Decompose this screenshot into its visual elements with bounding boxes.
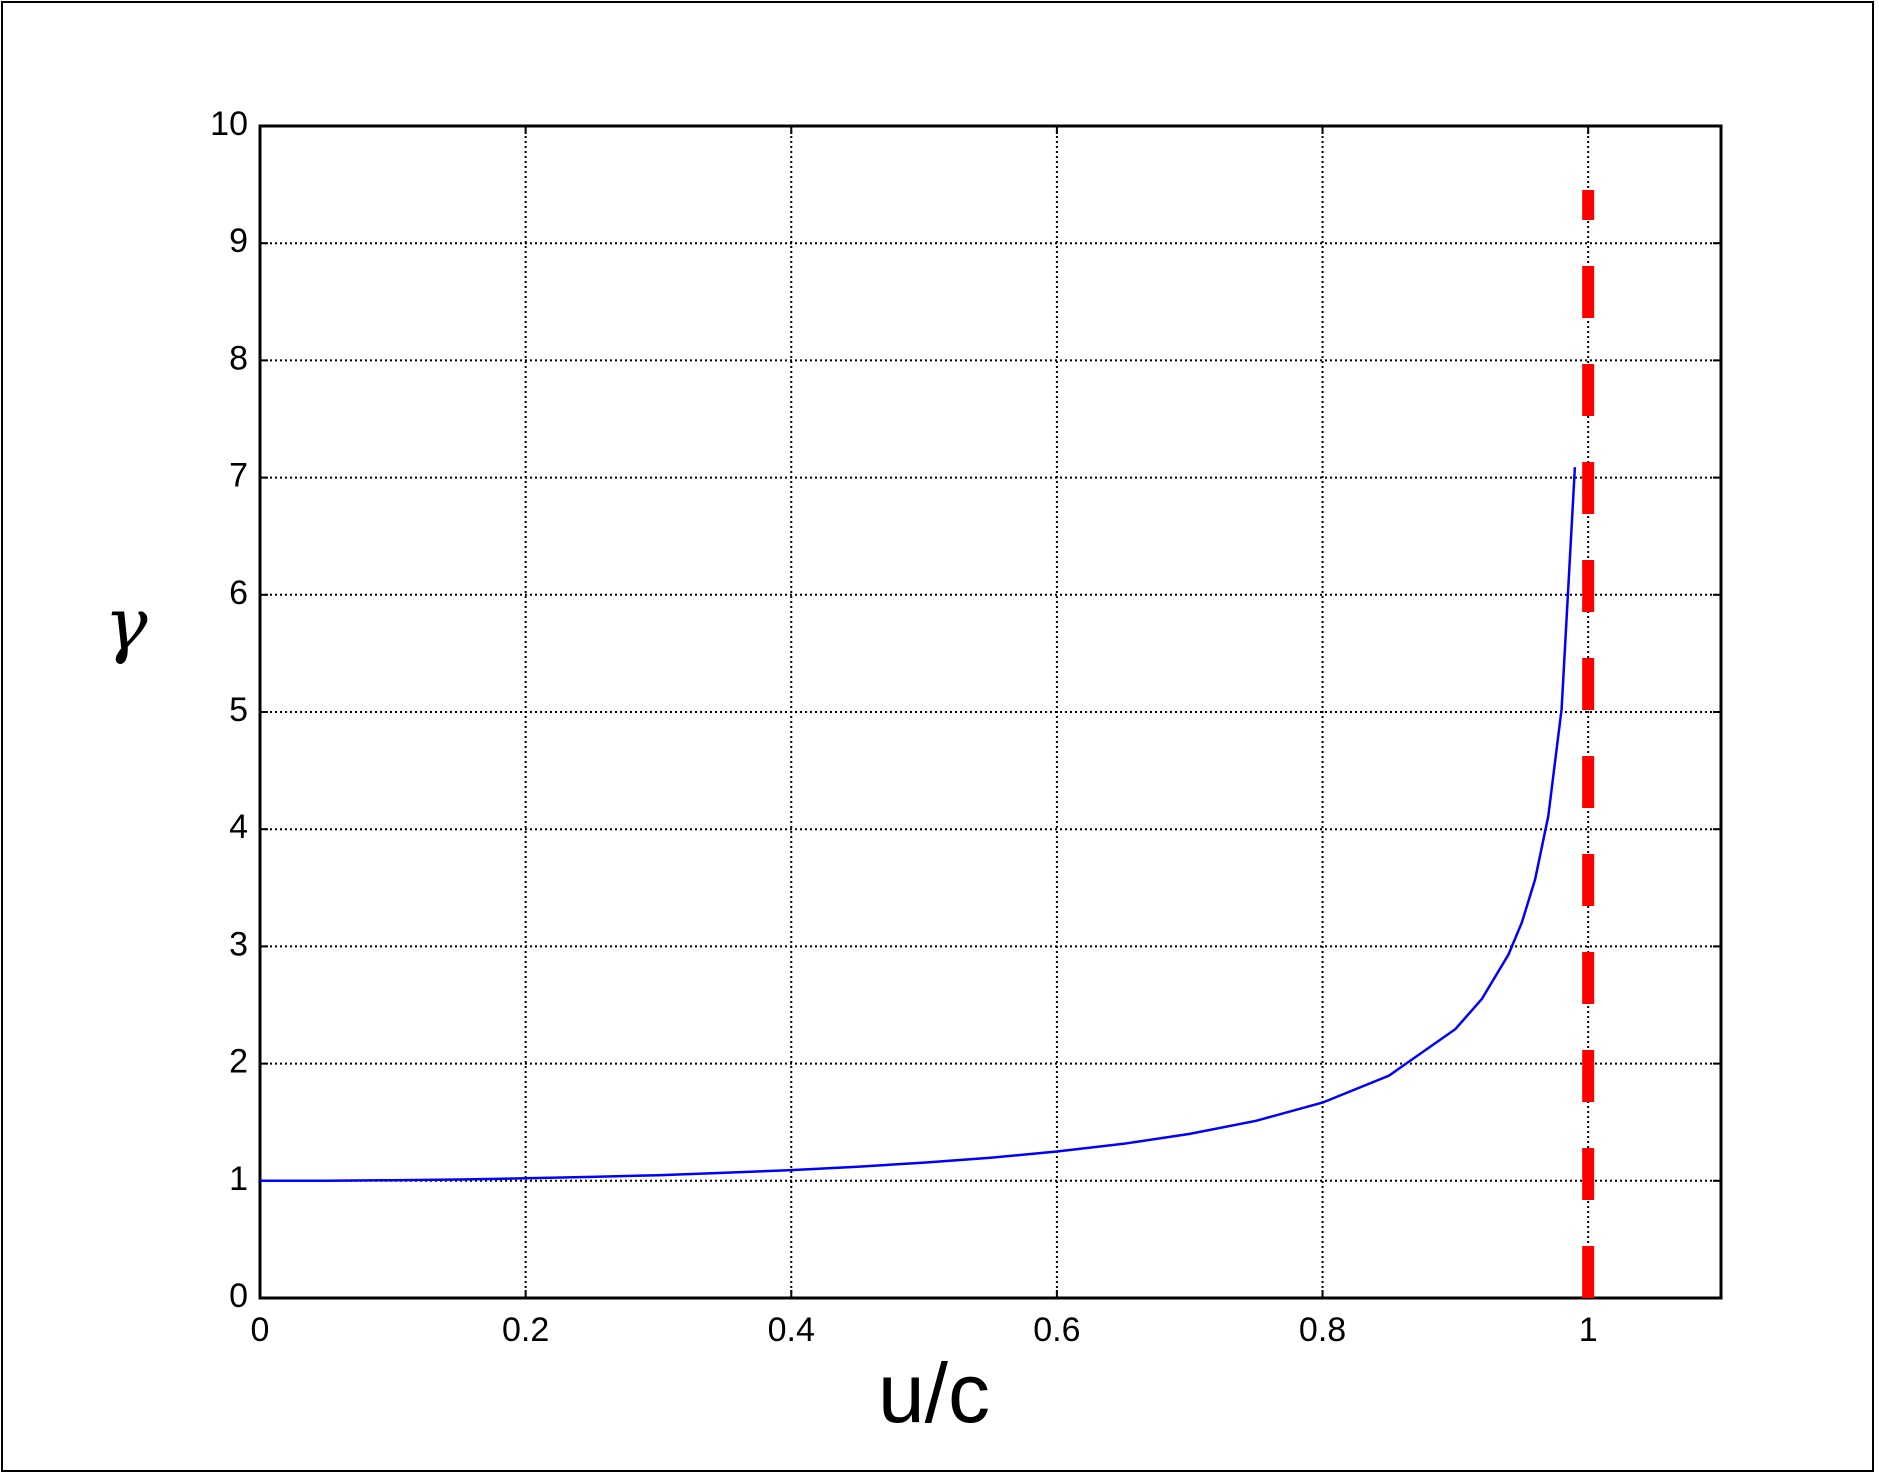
y-tick-label: 7 [229, 457, 248, 495]
x-tick-label: 0.6 [1033, 1311, 1080, 1349]
y-tick-label: 0 [229, 1277, 248, 1315]
y-tick-label: 5 [229, 691, 248, 729]
x-tick-label: 0 [251, 1311, 270, 1349]
x-axis-label: u/c [878, 1346, 990, 1440]
x-tick-label: 1 [1579, 1311, 1598, 1349]
y-tick-label: 10 [210, 105, 248, 143]
x-tick-label: 0.2 [502, 1311, 549, 1349]
y-tick-label: 3 [229, 925, 248, 963]
y-tick-label: 8 [229, 339, 248, 377]
y-tick-label: 9 [229, 222, 248, 260]
x-tick-label: 0.4 [768, 1311, 815, 1349]
x-tick-label: 0.8 [1299, 1311, 1346, 1349]
y-tick-label: 2 [229, 1043, 248, 1081]
y-tick-label: 6 [229, 574, 248, 612]
y-tick-label: 1 [229, 1160, 248, 1198]
y-tick-label: 4 [229, 808, 248, 846]
plot-area [258, 124, 1723, 1300]
y-axis-label: γ [104, 582, 148, 666]
data-line [259, 467, 1577, 1183]
